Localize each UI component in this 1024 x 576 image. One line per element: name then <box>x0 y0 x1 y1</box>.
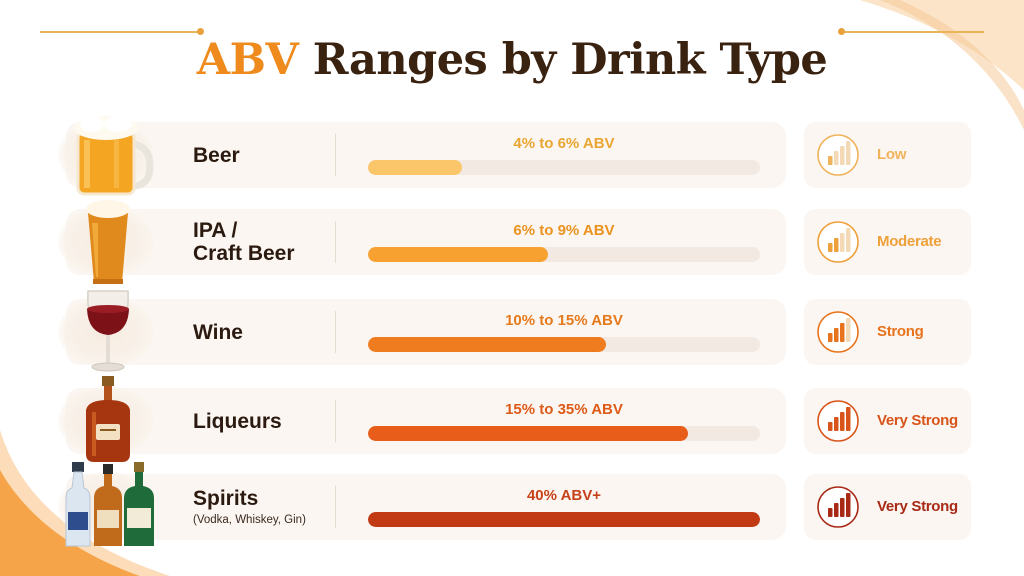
row-divider <box>335 221 336 263</box>
strength-card: Very Strong <box>804 474 971 540</box>
drink-label: Wine <box>193 320 243 344</box>
chart-row: IPA / Craft Beer 6% to 9% ABV Moderate <box>0 200 1024 284</box>
abv-bar <box>368 160 463 175</box>
drink-label: Craft Beer <box>193 242 295 265</box>
abv-range-label: 4% to 6% ABV <box>513 135 615 152</box>
abv-bar-track <box>368 247 760 262</box>
abv-range-label: 40% ABV+ <box>526 487 602 504</box>
wine-glass-icon <box>62 283 158 384</box>
abv-bar <box>368 426 688 441</box>
drink-label: Spirits <box>193 486 259 510</box>
abv-range-label: 6% to 9% ABV <box>513 222 615 239</box>
drink-label: IPA / <box>193 219 238 242</box>
strength-label: Very Strong <box>877 498 958 515</box>
abv-range-label: 10% to 15% ABV <box>505 312 623 329</box>
signal-strength-icon <box>816 133 860 177</box>
liqueur-bottle-icon <box>62 372 158 473</box>
signal-strength-icon <box>816 399 860 443</box>
signal-strength-icon <box>816 220 860 264</box>
abv-range-label: 15% to 35% ABV <box>505 401 623 418</box>
strength-card: Very Strong <box>804 388 971 454</box>
row-background <box>66 299 786 365</box>
strength-label: Very Strong <box>877 412 958 429</box>
drink-label: Liqueurs <box>193 409 282 433</box>
row-divider <box>335 134 336 176</box>
drink-sublabel: (Vodka, Whiskey, Gin) <box>193 513 306 526</box>
abv-bar <box>368 247 549 262</box>
strength-card: Strong <box>804 299 971 365</box>
signal-strength-icon <box>816 485 860 529</box>
chart-row: Liqueurs 15% to 35% ABV Very Strong <box>0 376 1024 462</box>
chart-row: Beer 4% to 6% ABV Low <box>0 116 1024 196</box>
title-dot-right <box>838 28 845 35</box>
drink-label: Beer <box>193 143 240 167</box>
spirit-bottles-icon <box>62 458 158 559</box>
row-divider <box>335 400 336 442</box>
strength-card: Low <box>804 122 971 188</box>
abv-bar <box>368 337 606 352</box>
row-background <box>66 209 786 275</box>
title-rule-right <box>842 31 984 33</box>
strength-label: Strong <box>877 323 924 340</box>
signal-strength-icon <box>816 310 860 354</box>
abv-bar-track <box>368 337 760 352</box>
page-title: ABV Ranges by Drink Type <box>197 35 828 85</box>
chart-row: Spirits (Vodka, Whiskey, Gin) 40% ABV+ Ver… <box>0 462 1024 547</box>
abv-bar <box>368 512 760 527</box>
row-background <box>66 388 786 454</box>
strength-card: Moderate <box>804 209 971 275</box>
strength-label: Low <box>877 146 907 163</box>
title-rule-left <box>40 31 198 33</box>
row-divider <box>335 486 336 528</box>
beer-mug-icon <box>62 106 158 207</box>
chart-row: Wine 10% to 15% ABV Strong <box>0 290 1024 372</box>
title-accent: ABV <box>196 35 299 85</box>
row-background <box>66 122 786 188</box>
abv-bar-track <box>368 426 760 441</box>
row-divider <box>335 311 336 353</box>
title-dot-left <box>197 28 204 35</box>
row-background <box>66 474 786 540</box>
pint-glass-icon <box>62 193 158 294</box>
abv-bar-track <box>368 512 760 527</box>
title-rest: Ranges by Drink Type <box>298 35 828 85</box>
abv-bar-track <box>368 160 760 175</box>
strength-label: Moderate <box>877 233 942 250</box>
